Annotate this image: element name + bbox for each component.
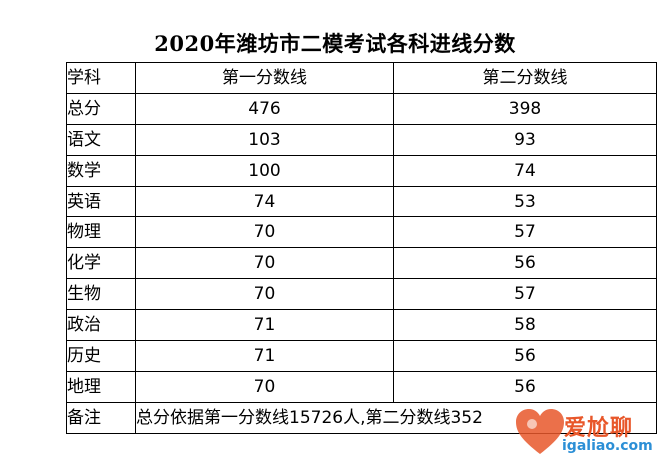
first-line-cell: 74 [135,185,394,218]
subject-cell: 生物 [66,278,136,311]
table-header-row: 学科 第一分数线 第二分数线 [66,62,657,94]
score-table: 学科 第一分数线 第二分数线 总分 476 398 语文 103 93 数学 1… [66,62,657,434]
subject-cell: 数学 [66,154,136,187]
watermark-domain: igaliao.com [562,438,653,454]
subject-cell: 化学 [66,247,136,280]
second-line-cell: 57 [393,278,657,311]
table-row: 历史 71 56 [66,340,657,372]
page-title: 2020年潍坊市二模考试各科进线分数 [154,31,516,56]
first-line-cell: 476 [135,92,394,125]
subject-cell: 英语 [66,185,136,218]
watermark-brand: 爱尬聊 [564,416,634,441]
subject-cell: 地理 [66,370,136,403]
second-line-cell: 57 [393,216,657,249]
first-line-cell: 71 [135,309,394,342]
first-line-cell: 103 [135,123,394,156]
second-line-cell: 56 [393,247,657,280]
table-row: 英语 74 53 [66,185,657,218]
second-line-cell: 53 [393,185,657,218]
note-row: 备注 总分依据第一分数线15726人,第二分数线352 [66,401,657,434]
table-row: 地理 70 56 [66,370,657,403]
first-line-cell: 100 [135,154,394,187]
first-line-cell: 70 [135,370,394,403]
second-line-cell: 93 [393,123,657,156]
second-line-cell: 56 [393,340,657,372]
note-label: 备注 [66,401,136,434]
table-row: 总分 476 398 [66,92,657,125]
subject-cell: 政治 [66,309,136,342]
first-line-cell: 70 [135,216,394,249]
first-line-cell: 70 [135,278,394,311]
second-line-cell: 74 [393,154,657,187]
table-row: 政治 71 58 [66,309,657,342]
first-line-cell: 70 [135,247,394,280]
subject-cell: 总分 [66,92,136,125]
table-row: 物理 70 57 [66,216,657,249]
table-row: 语文 103 93 [66,123,657,156]
heart-logo-icon [516,409,564,454]
header-second-line: 第二分数线 [393,62,657,94]
table-row: 数学 100 74 [66,154,657,187]
subject-cell: 物理 [66,216,136,249]
second-line-cell: 398 [393,92,657,125]
subject-cell: 语文 [66,123,136,156]
first-line-cell: 71 [135,340,394,372]
header-first-line: 第一分数线 [135,62,394,94]
table-row: 生物 70 57 [66,278,657,311]
second-line-cell: 56 [393,370,657,403]
table-row: 化学 70 56 [66,247,657,280]
second-line-cell: 58 [393,309,657,342]
header-subject: 学科 [66,62,136,94]
note-text: 总分依据第一分数线15726人,第二分数线352 [135,401,657,434]
subject-cell: 历史 [66,340,136,372]
site-watermark: 爱尬聊 igaliao.com [512,404,662,460]
